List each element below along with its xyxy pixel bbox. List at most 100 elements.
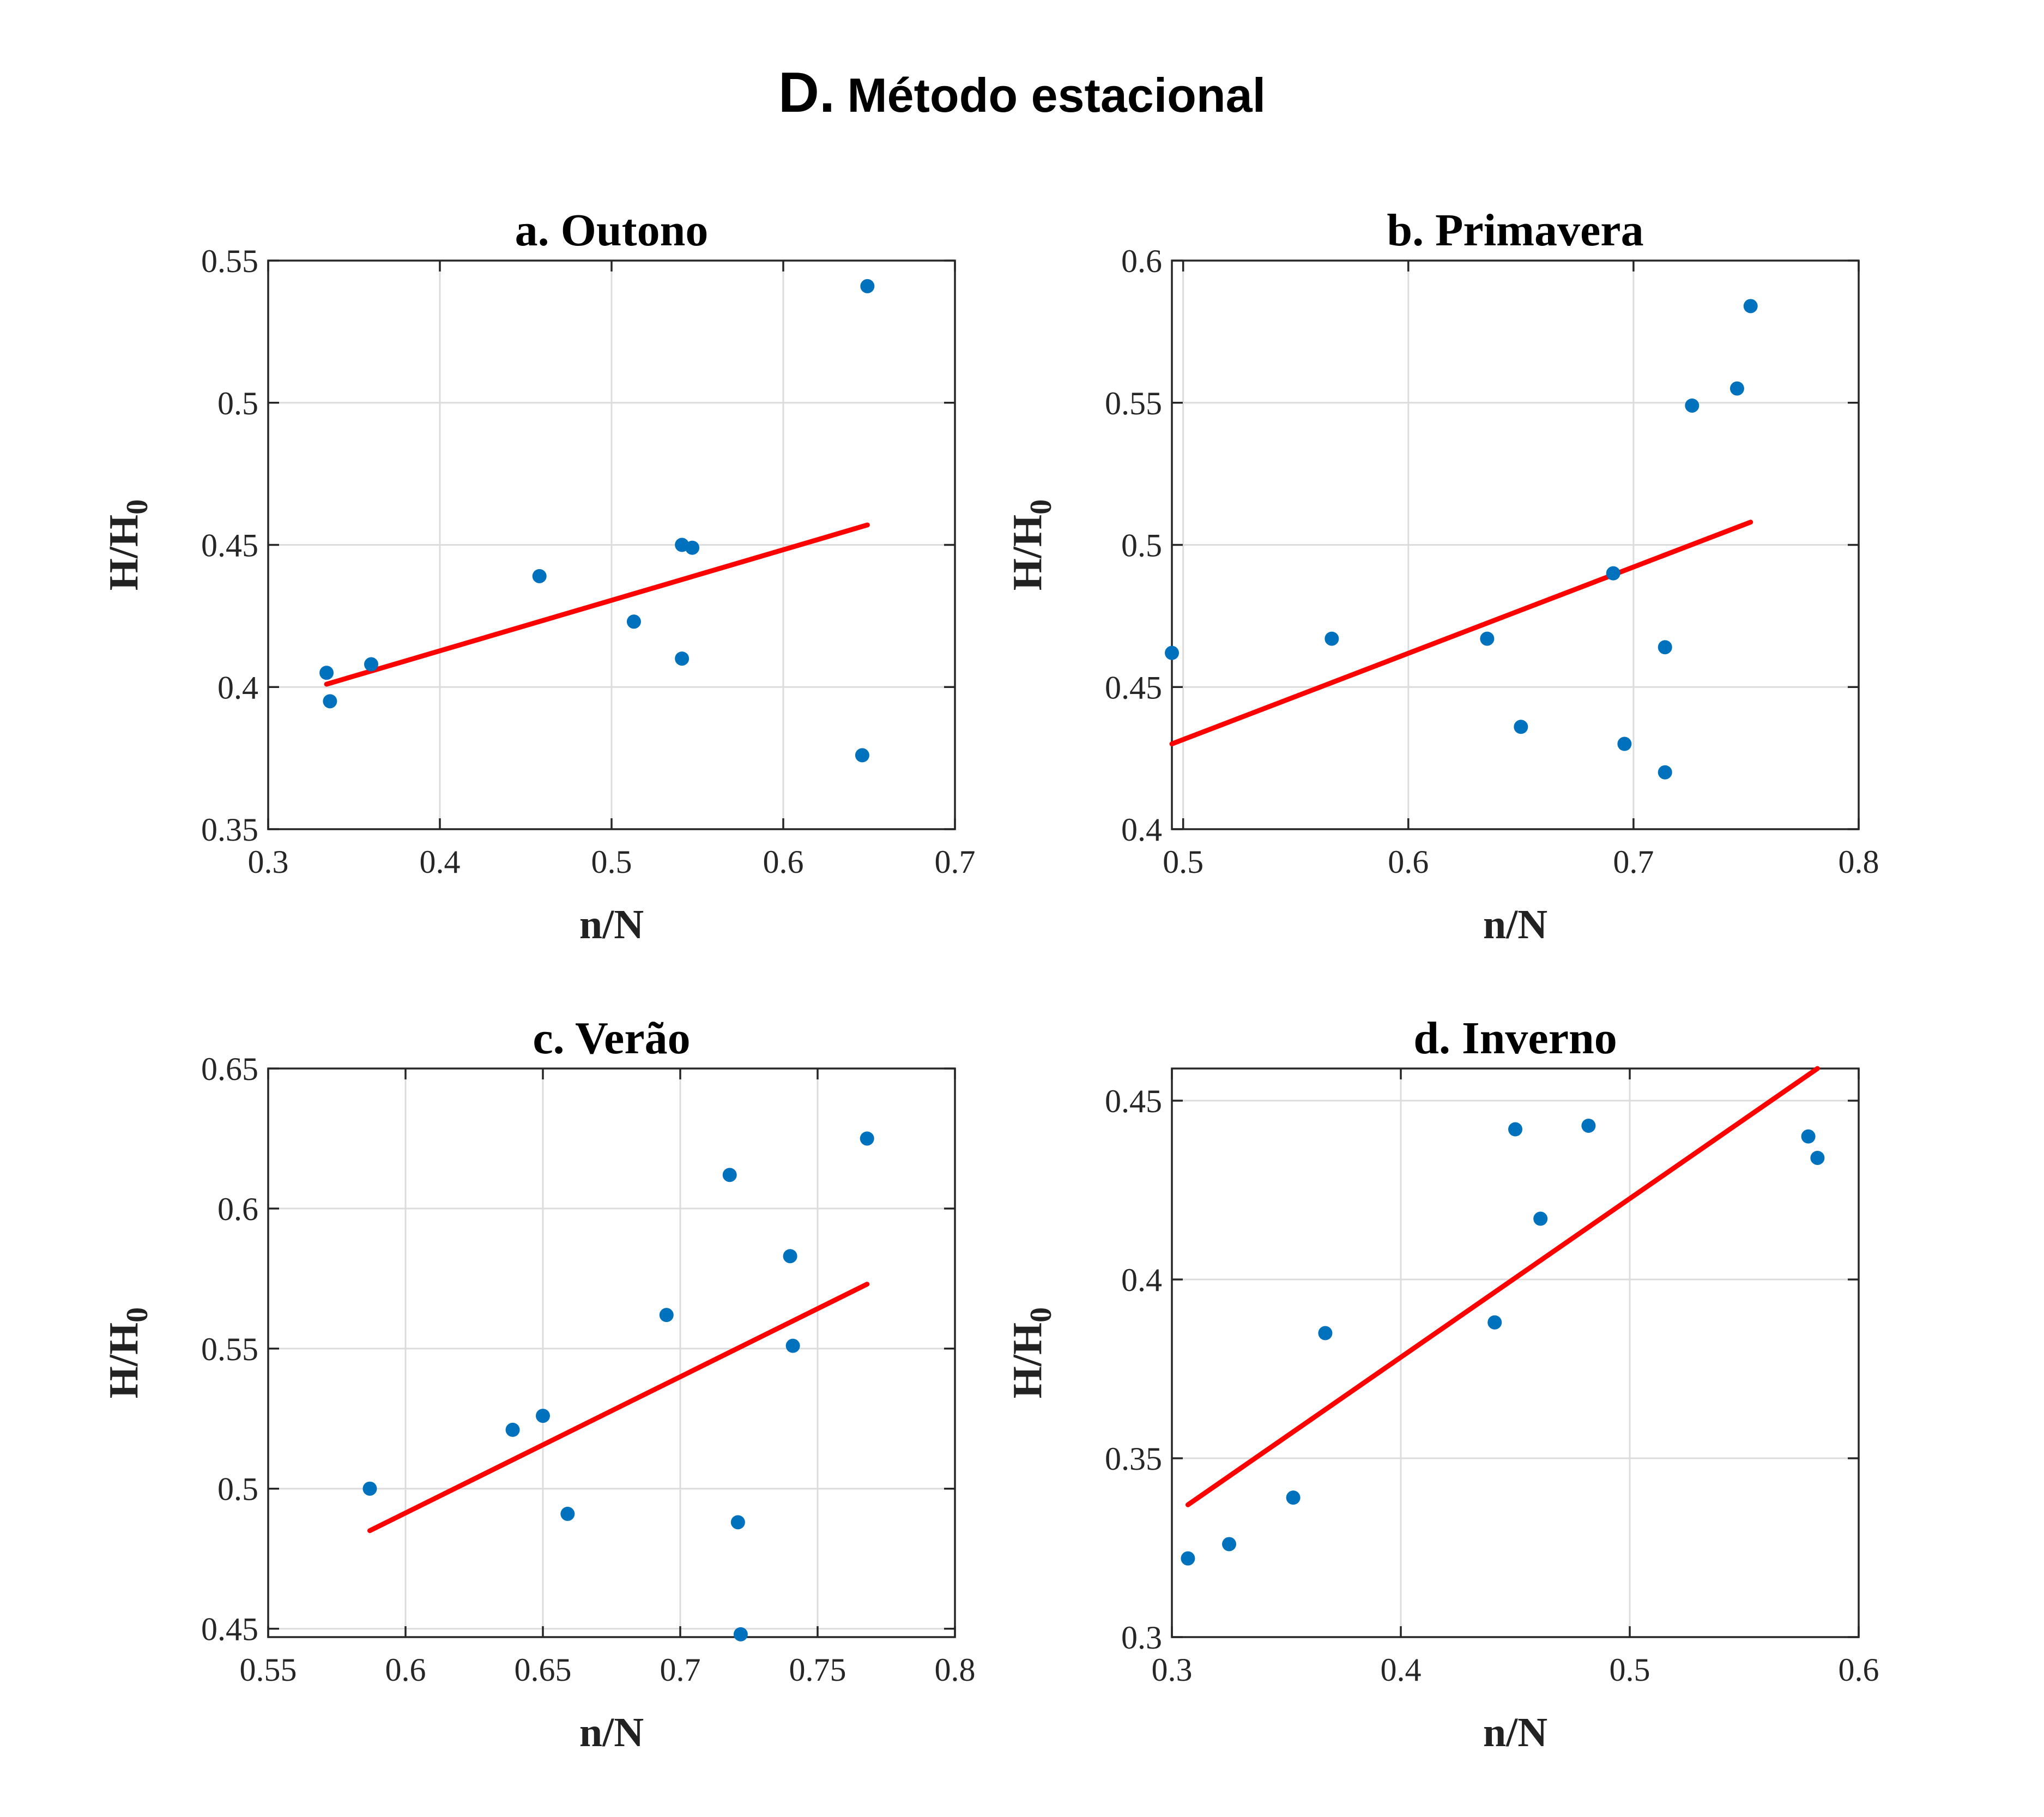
subplot-inverno: 0.3 0.4 0.5 0.6 0.3 0.35 0.4 0.45 d. Inverno n/N H… (1005, 1013, 1879, 1755)
y-tick-label-primavera: 0.45 (1105, 669, 1162, 705)
y-axis-label-main-outono: H/H (101, 515, 147, 590)
y-axis-label-sub-primavera: 0 (1024, 499, 1058, 515)
data-point-inverno (1581, 1118, 1596, 1133)
data-point-primavera (1606, 566, 1620, 581)
y-tick-label-inverno: 0.45 (1105, 1083, 1162, 1119)
data-point-inverno (1508, 1122, 1522, 1137)
subplot-verao: 0.55 0.6 0.65 0.7 0.75 0.8 0.45 0.5 0.55 0.6 0.65 c… (101, 1013, 976, 1755)
y-tick-label-inverno: 0.35 (1105, 1441, 1162, 1477)
fit-line-inverno (1185, 1066, 1820, 1507)
data-point-outono (626, 614, 641, 629)
fit-line-outono (324, 522, 870, 687)
x-tick-label-primavera: 0.5 (1163, 844, 1204, 880)
data-point-outono (685, 540, 700, 555)
data-point-inverno (1286, 1490, 1301, 1505)
data-point-verao (722, 1168, 737, 1182)
x-tick-label-verao: 0.6 (385, 1652, 426, 1688)
y-axis-label-outono: H/H0 (101, 499, 154, 590)
y-tick-label-inverno: 0.4 (1121, 1262, 1162, 1298)
y-tick-label-verao: 0.5 (217, 1471, 258, 1507)
x-tick-label-inverno: 0.6 (1839, 1652, 1879, 1688)
y-tick-label-primavera: 0.6 (1121, 243, 1162, 279)
data-point-verao (860, 1131, 874, 1146)
x-tick-label-outono: 0.6 (763, 844, 804, 880)
data-point-primavera (1165, 645, 1179, 660)
y-tick-label-outono: 0.5 (217, 385, 258, 421)
x-tick-label-outono: 0.7 (935, 844, 976, 880)
y-axis-label-main-primavera: H/H (1005, 515, 1050, 590)
data-point-inverno (1533, 1211, 1548, 1226)
y-axis-label-verao: H/H0 (101, 1307, 154, 1398)
y-tick-label-verao: 0.55 (201, 1331, 258, 1367)
x-tick-label-verao: 0.75 (789, 1652, 846, 1688)
subplots: 0.3 0.4 0.5 0.6 0.70.350.40.450.50.55a. Outo… (101, 205, 1879, 1755)
y-tick-label-primavera: 0.4 (1121, 812, 1162, 848)
data-point-verao (733, 1627, 748, 1641)
y-axis-label-main-inverno: H/H (1005, 1323, 1050, 1398)
data-point-outono (855, 748, 869, 763)
y-tick-label-primavera: 0.55 (1105, 385, 1162, 421)
data-point-primavera (1325, 631, 1339, 646)
x-tick-label-verao: 0.7 (660, 1652, 701, 1688)
data-point-primavera (1658, 765, 1672, 780)
x-tick-label-verao: 0.65 (515, 1652, 572, 1688)
data-point-primavera (1480, 631, 1495, 646)
x-tick-label-primavera: 0.8 (1839, 844, 1879, 880)
data-point-primavera (1514, 720, 1528, 734)
data-point-primavera (1729, 381, 1744, 396)
axes-frame-outono (267, 259, 956, 830)
x-tick-label-primavera: 0.6 (1388, 844, 1429, 880)
data-point-verao (560, 1506, 575, 1521)
y-tick-label-verao: 0.45 (201, 1611, 258, 1647)
subplot-title-verao: c. Verão (533, 1013, 690, 1064)
data-point-inverno (1222, 1537, 1236, 1552)
figure-title: D. Método estacional (778, 61, 1266, 124)
x-axis-label-primavera: n/N (1483, 902, 1547, 947)
data-point-inverno (1181, 1551, 1195, 1566)
data-point-inverno (1318, 1326, 1333, 1341)
axes-frame-primavera (1171, 259, 1860, 830)
y-axis-label-main-verao: H/H (101, 1323, 147, 1398)
data-point-outono (675, 651, 690, 666)
x-axis-label-inverno: n/N (1483, 1710, 1547, 1755)
data-point-verao (783, 1249, 797, 1264)
y-axis-label-sub-inverno: 0 (1024, 1307, 1058, 1323)
subplot-title-outono: a. Outono (515, 205, 709, 256)
figure-title-letter: D. (778, 61, 835, 124)
y-tick-label-outono: 0.35 (201, 812, 258, 848)
y-axis-label-inverno: H/H0 (1005, 1307, 1058, 1398)
data-point-outono (860, 279, 875, 293)
x-tick-label-primavera: 0.7 (1613, 844, 1654, 880)
y-tick-label-outono: 0.4 (217, 669, 258, 705)
y-axis-label-sub-outono: 0 (120, 499, 154, 515)
data-point-verao (536, 1409, 550, 1423)
data-point-verao (505, 1422, 520, 1437)
x-tick-label-verao: 0.8 (935, 1652, 976, 1688)
x-tick-label-outono: 0.5 (591, 844, 632, 880)
subplot-title-inverno: d. Inverno (1413, 1013, 1617, 1064)
subplot-primavera: 0.5 0.6 0.7 0.8 0.4 0.45 0.5 0.55 0.6 b. Primaver… (1005, 205, 1879, 947)
y-axis-label-sub-verao: 0 (120, 1307, 154, 1323)
data-point-verao (362, 1481, 377, 1496)
data-point-outono (323, 694, 337, 709)
y-tick-label-outono: 0.45 (201, 528, 258, 564)
x-tick-label-outono: 0.4 (420, 844, 461, 880)
data-point-verao (730, 1515, 745, 1530)
figure-title-text: Método estacional (847, 68, 1266, 122)
subplot-outono: 0.3 0.4 0.5 0.6 0.7 0.35 0.4 0.45 0.5 0.55 a. Outo… (101, 205, 976, 947)
x-axis-label-outono: n/N (579, 902, 644, 947)
x-tick-label-inverno: 0.3 (1152, 1652, 1193, 1688)
data-point-outono (319, 666, 334, 680)
data-point-verao (659, 1308, 674, 1323)
fit-line-primavera (1169, 520, 1753, 747)
data-point-primavera (1658, 640, 1672, 655)
plot-area-verao (268, 1069, 955, 1637)
y-tick-label-verao: 0.65 (201, 1051, 258, 1087)
data-point-primavera (1743, 299, 1758, 313)
x-tick-label-verao: 0.55 (240, 1652, 297, 1688)
axes-frame-verao (267, 1067, 956, 1638)
x-tick-label-inverno: 0.4 (1381, 1652, 1422, 1688)
plot-area-inverno (1172, 1069, 1859, 1637)
data-point-inverno (1810, 1150, 1825, 1165)
data-point-outono (364, 657, 378, 672)
